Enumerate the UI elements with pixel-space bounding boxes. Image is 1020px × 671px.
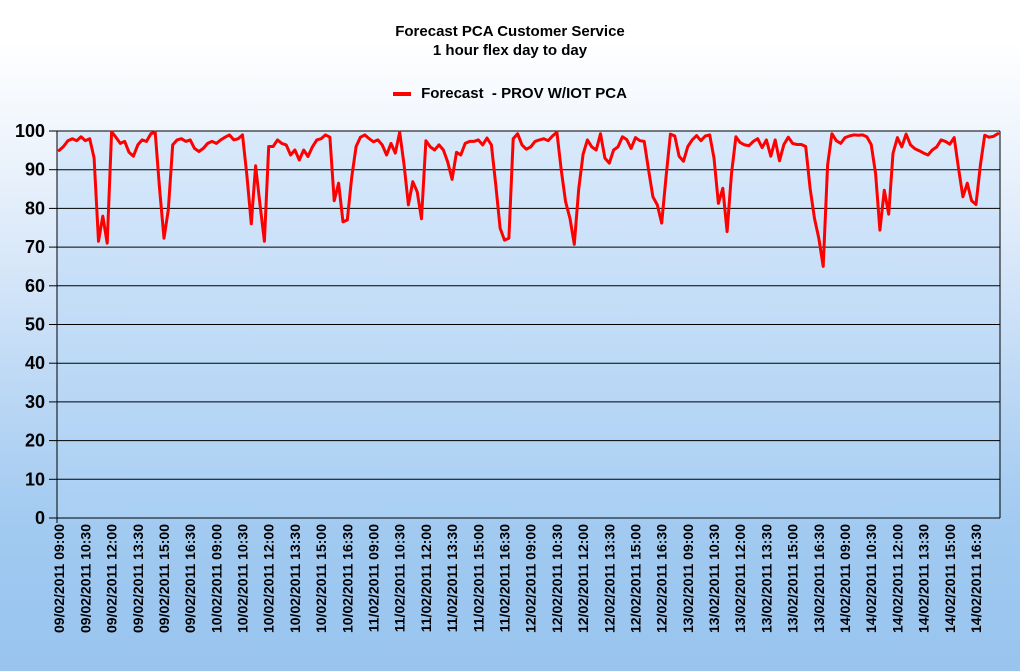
y-tick-label: 30 — [25, 392, 45, 412]
x-tick-label: 14/02/2011 12:00 — [889, 524, 905, 633]
x-tick-label: 09/02/2011 15:00 — [156, 524, 172, 633]
y-tick-label: 20 — [25, 431, 45, 451]
legend-line-marker — [393, 91, 412, 96]
x-tick-label: 09/02/2011 12:00 — [104, 524, 120, 633]
x-tick-label: 10/02/2011 16:30 — [339, 524, 355, 633]
x-tick-label: 10/02/2011 13:30 — [287, 524, 303, 633]
x-tick-label: 09/02/2011 09:00 — [51, 524, 67, 633]
legend-label: Forecast - PROV W/IOT PCA — [421, 85, 627, 102]
x-tick-label: 12/02/2011 16:30 — [654, 524, 670, 633]
y-tick-label: 40 — [25, 353, 45, 373]
x-tick-label: 12/02/2011 15:00 — [627, 524, 643, 633]
y-tick-label: 100 — [15, 121, 45, 141]
chart-subtitle: 1 hour flex day to day — [432, 42, 588, 59]
x-tick-label: 13/02/2011 16:30 — [811, 524, 827, 633]
legend: Forecast - PROV W/IOT PCA — [0, 85, 1020, 102]
x-tick-label: 09/02/2011 13:30 — [130, 524, 146, 633]
x-tick-label: 11/02/2011 09:00 — [366, 524, 382, 632]
x-tick-label: 13/02/2011 15:00 — [785, 524, 801, 633]
x-tick-label: 12/02/2011 12:00 — [575, 524, 591, 633]
x-tick-label: 12/02/2011 13:30 — [601, 524, 617, 633]
x-tick-label: 10/02/2011 12:00 — [261, 524, 277, 633]
x-tick-label: 14/02/2011 13:30 — [916, 524, 932, 633]
x-tick-label: 10/02/2011 10:30 — [235, 524, 251, 633]
x-tick-label: 14/02/2011 15:00 — [942, 524, 958, 633]
x-tick-label: 14/02/2011 10:30 — [863, 524, 879, 633]
x-tick-label: 09/02/2011 16:30 — [182, 524, 198, 633]
x-tick-label: 13/02/2011 13:30 — [758, 524, 774, 633]
x-tick-label: 11/02/2011 15:00 — [470, 524, 486, 632]
y-tick-label: 50 — [25, 315, 45, 335]
x-tick-label: 11/02/2011 13:30 — [444, 524, 460, 632]
x-tick-label: 10/02/2011 09:00 — [208, 524, 224, 633]
x-tick-label: 11/02/2011 16:30 — [496, 524, 512, 632]
forecast-series-line — [57, 130, 1000, 268]
x-tick-label: 13/02/2011 09:00 — [680, 524, 696, 633]
x-tick-label: 11/02/2011 12:00 — [418, 524, 434, 632]
y-tick-label: 60 — [25, 276, 45, 296]
x-tick-label: 12/02/2011 09:00 — [523, 524, 539, 633]
y-tick-label: 90 — [25, 160, 45, 180]
y-tick-label: 80 — [25, 198, 45, 218]
x-tick-label: 13/02/2011 12:00 — [732, 524, 748, 633]
y-tick-label: 70 — [25, 237, 45, 257]
x-tick-label: 12/02/2011 10:30 — [549, 524, 565, 633]
x-tick-label: 09/02/2011 10:30 — [77, 524, 93, 633]
x-tick-label: 14/02/2011 16:30 — [968, 524, 984, 633]
x-tick-label: 14/02/2011 09:00 — [837, 524, 853, 633]
chart-title-block: Forecast PCA Customer Service 1 hour fle… — [0, 22, 1020, 60]
x-tick-label: 11/02/2011 10:30 — [392, 524, 408, 632]
y-tick-label: 0 — [35, 508, 45, 528]
x-tick-label: 13/02/2011 10:30 — [706, 524, 722, 633]
x-tick-label: 10/02/2011 15:00 — [313, 524, 329, 633]
y-tick-label: 10 — [25, 469, 45, 489]
chart-title: Forecast PCA Customer Service — [395, 23, 625, 40]
